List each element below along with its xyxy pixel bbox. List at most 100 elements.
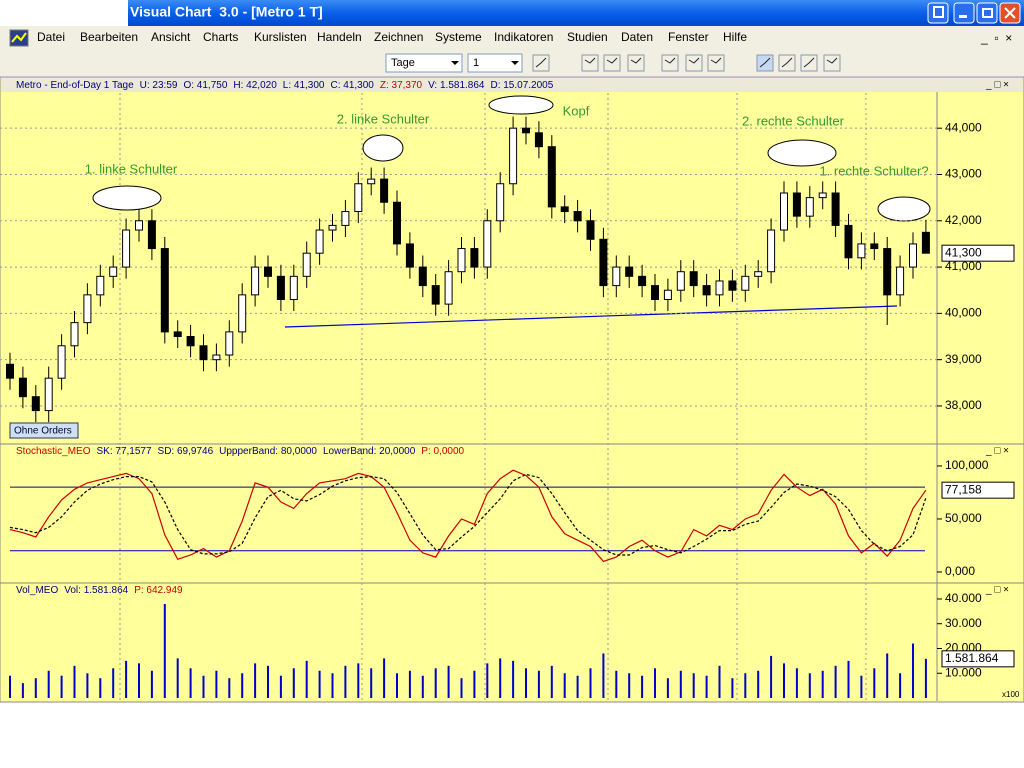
shoulder-marker	[92, 185, 162, 211]
volume-bar	[705, 675, 708, 698]
header-field: D: 15.07.2005	[490, 80, 553, 91]
y-tick-label: 44,000	[945, 120, 982, 134]
annotation: Kopf	[563, 103, 590, 118]
volume-bar	[589, 668, 592, 698]
volume-bar	[396, 673, 398, 698]
header-field: UppperBand: 80,0000	[219, 446, 317, 457]
volume-bar	[228, 678, 231, 698]
candle-body	[728, 280, 737, 291]
last-value-label: 77,158	[945, 482, 982, 496]
candle-body	[367, 178, 376, 185]
y-tick-label: 10.000	[945, 665, 982, 679]
candle-body	[805, 197, 814, 217]
menu-bar	[0, 26, 1024, 50]
volume-bar	[344, 665, 347, 698]
orders-button[interactable]	[9, 422, 79, 439]
menu-item[interactable]: Handeln	[317, 30, 362, 44]
candle-body	[573, 211, 582, 222]
last-value-box	[941, 481, 1015, 499]
volume-bar	[576, 675, 579, 698]
menu-item[interactable]: Datei	[37, 30, 65, 44]
volume-bar	[176, 658, 179, 698]
menu-item[interactable]: Charts	[203, 30, 238, 44]
menu-item[interactable]: Systeme	[435, 30, 482, 44]
candle-body	[431, 285, 440, 305]
header-field: Stochastic_MEO	[16, 446, 91, 457]
y-tick-label: 38,000	[945, 398, 982, 412]
volume-bar	[447, 665, 450, 698]
volume-bar	[512, 660, 515, 698]
count-select[interactable]	[467, 53, 523, 73]
last-value-box	[941, 650, 1015, 668]
candle-body	[844, 224, 853, 259]
menu-item[interactable]: Hilfe	[723, 30, 747, 44]
menu-item[interactable]: Bearbeiten	[80, 30, 138, 44]
period-select[interactable]	[385, 53, 463, 73]
candle-body	[741, 275, 750, 291]
header-field: H: 42,020	[233, 80, 277, 91]
pane-header: Metro - End-of-Day 1 Tage U: 23:59 O: 41,7…	[16, 80, 554, 91]
header-field: Z: 37,370	[380, 80, 423, 91]
volume-bar	[254, 663, 257, 698]
candle-body	[586, 220, 595, 240]
window-title: Visual Chart 3.0 - [Metro 1 T]	[130, 4, 323, 20]
candle-body	[754, 271, 763, 277]
restore-button[interactable]	[976, 2, 998, 24]
volume-bar	[150, 670, 153, 698]
menu-item[interactable]: Zeichnen	[374, 30, 423, 44]
icon	[606, 57, 618, 64]
header-field: Vol: 1.581.864	[64, 585, 128, 596]
menu-item[interactable]: Ansicht	[151, 30, 191, 44]
volume-bar	[924, 658, 927, 698]
candle-body	[109, 266, 118, 277]
volume-bar	[912, 643, 914, 698]
menu-item[interactable]: Daten	[621, 30, 653, 44]
annotation: 2. rechte Schulter	[742, 113, 845, 128]
menu-item[interactable]: Kurslisten	[254, 30, 307, 44]
volume-bar	[202, 675, 205, 698]
icon	[11, 32, 27, 43]
volume-bar	[60, 675, 63, 698]
mdi-buttons[interactable]: _ ▫ ×	[980, 31, 1012, 45]
volume-bar	[460, 678, 463, 698]
volume-bar	[331, 673, 334, 698]
toolbar-icons	[532, 54, 841, 72]
volume-bar	[886, 653, 889, 698]
volume-bar	[486, 663, 489, 698]
volume-bar	[125, 660, 128, 698]
pane-buttons[interactable]: _ □ ×	[985, 585, 1009, 596]
volume-bar	[847, 660, 850, 698]
pane-buttons[interactable]: _ □ ×	[985, 446, 1009, 457]
volume-bar	[744, 673, 747, 698]
menu: Datei Bearbeiten Ansicht Charts Kurslisten Ha…	[37, 30, 747, 44]
candle-body	[883, 248, 892, 296]
series-line	[9, 469, 927, 563]
volume-bar	[370, 668, 373, 698]
neckline	[284, 305, 898, 328]
candle-body	[31, 396, 40, 412]
volume-bar	[215, 670, 218, 698]
candle-body	[522, 127, 530, 134]
candle-body	[147, 220, 156, 250]
menu-item[interactable]: Fenster	[668, 30, 709, 44]
icon	[1004, 7, 1016, 19]
candle-body	[483, 220, 492, 268]
volume-bar	[602, 653, 605, 698]
menu-item[interactable]: Studien	[567, 30, 608, 44]
icon	[759, 57, 771, 68]
y-tick-label: 100,000	[945, 458, 989, 472]
candle-body	[702, 285, 711, 296]
candle-body	[689, 271, 698, 287]
pane-buttons[interactable]: _ □ ×	[985, 80, 1009, 91]
volume-bar	[9, 675, 11, 698]
button[interactable]	[953, 2, 975, 24]
candle-body	[870, 243, 879, 250]
volume-bar	[525, 668, 527, 698]
candle-body	[341, 211, 350, 226]
candle-body	[599, 238, 608, 287]
icon	[664, 57, 676, 64]
menu-item[interactable]: Indikatoren	[494, 30, 553, 44]
volume-bar	[99, 678, 102, 698]
